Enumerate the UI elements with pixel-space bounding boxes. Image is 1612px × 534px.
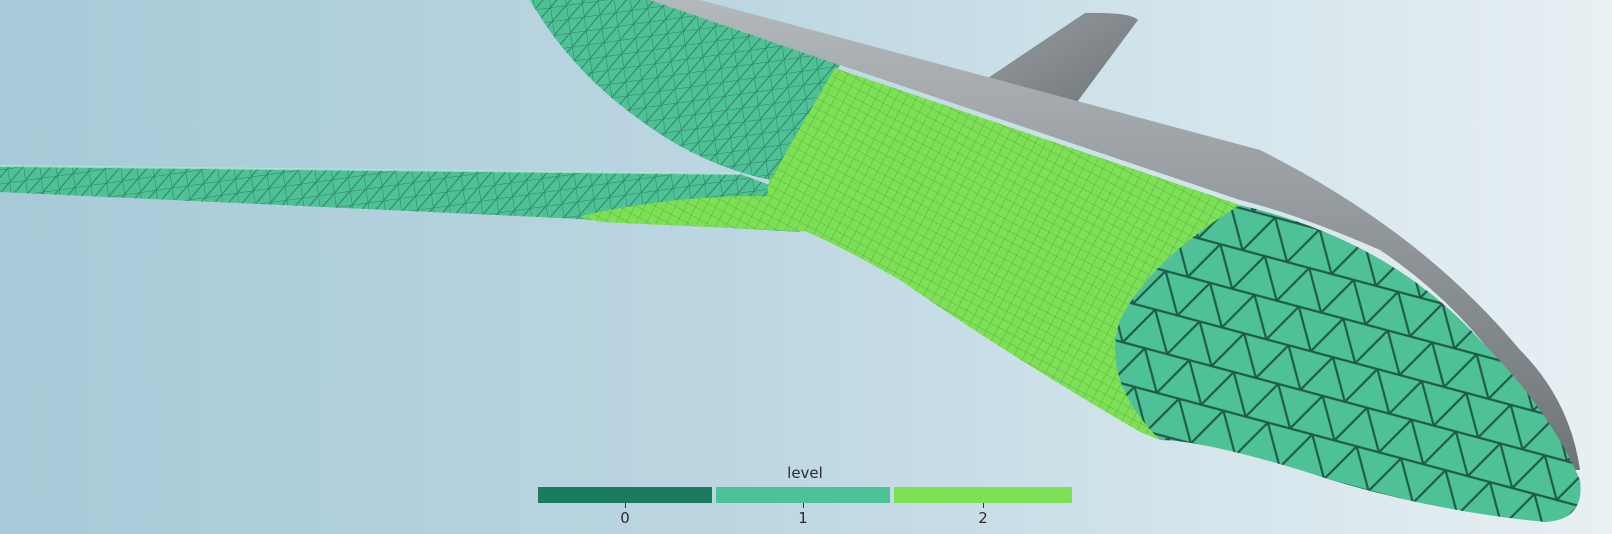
fuselage-upper-shell bbox=[650, 0, 1580, 470]
legend-swatch-level-2 bbox=[894, 487, 1072, 503]
legend-swatch-level-0 bbox=[538, 487, 712, 503]
legend-label-level-0: 0 bbox=[620, 509, 630, 527]
legend-tick-1 bbox=[803, 503, 804, 508]
rear-fuselage-level1 bbox=[530, 0, 840, 180]
wing-root-level2 bbox=[580, 196, 825, 232]
legend-title: level bbox=[787, 464, 823, 482]
legend-tick-2 bbox=[983, 503, 984, 508]
legend-swatch-level-1 bbox=[716, 487, 890, 503]
legend-label-level-1: 1 bbox=[798, 509, 808, 527]
nose-level1 bbox=[1115, 205, 1581, 522]
scalar-bar-legend: level 0 1 2 bbox=[538, 464, 1072, 534]
mid-fuselage-level2 bbox=[767, 68, 1240, 440]
legend-label-level-2: 2 bbox=[978, 509, 988, 527]
legend-tick-0 bbox=[625, 503, 626, 508]
